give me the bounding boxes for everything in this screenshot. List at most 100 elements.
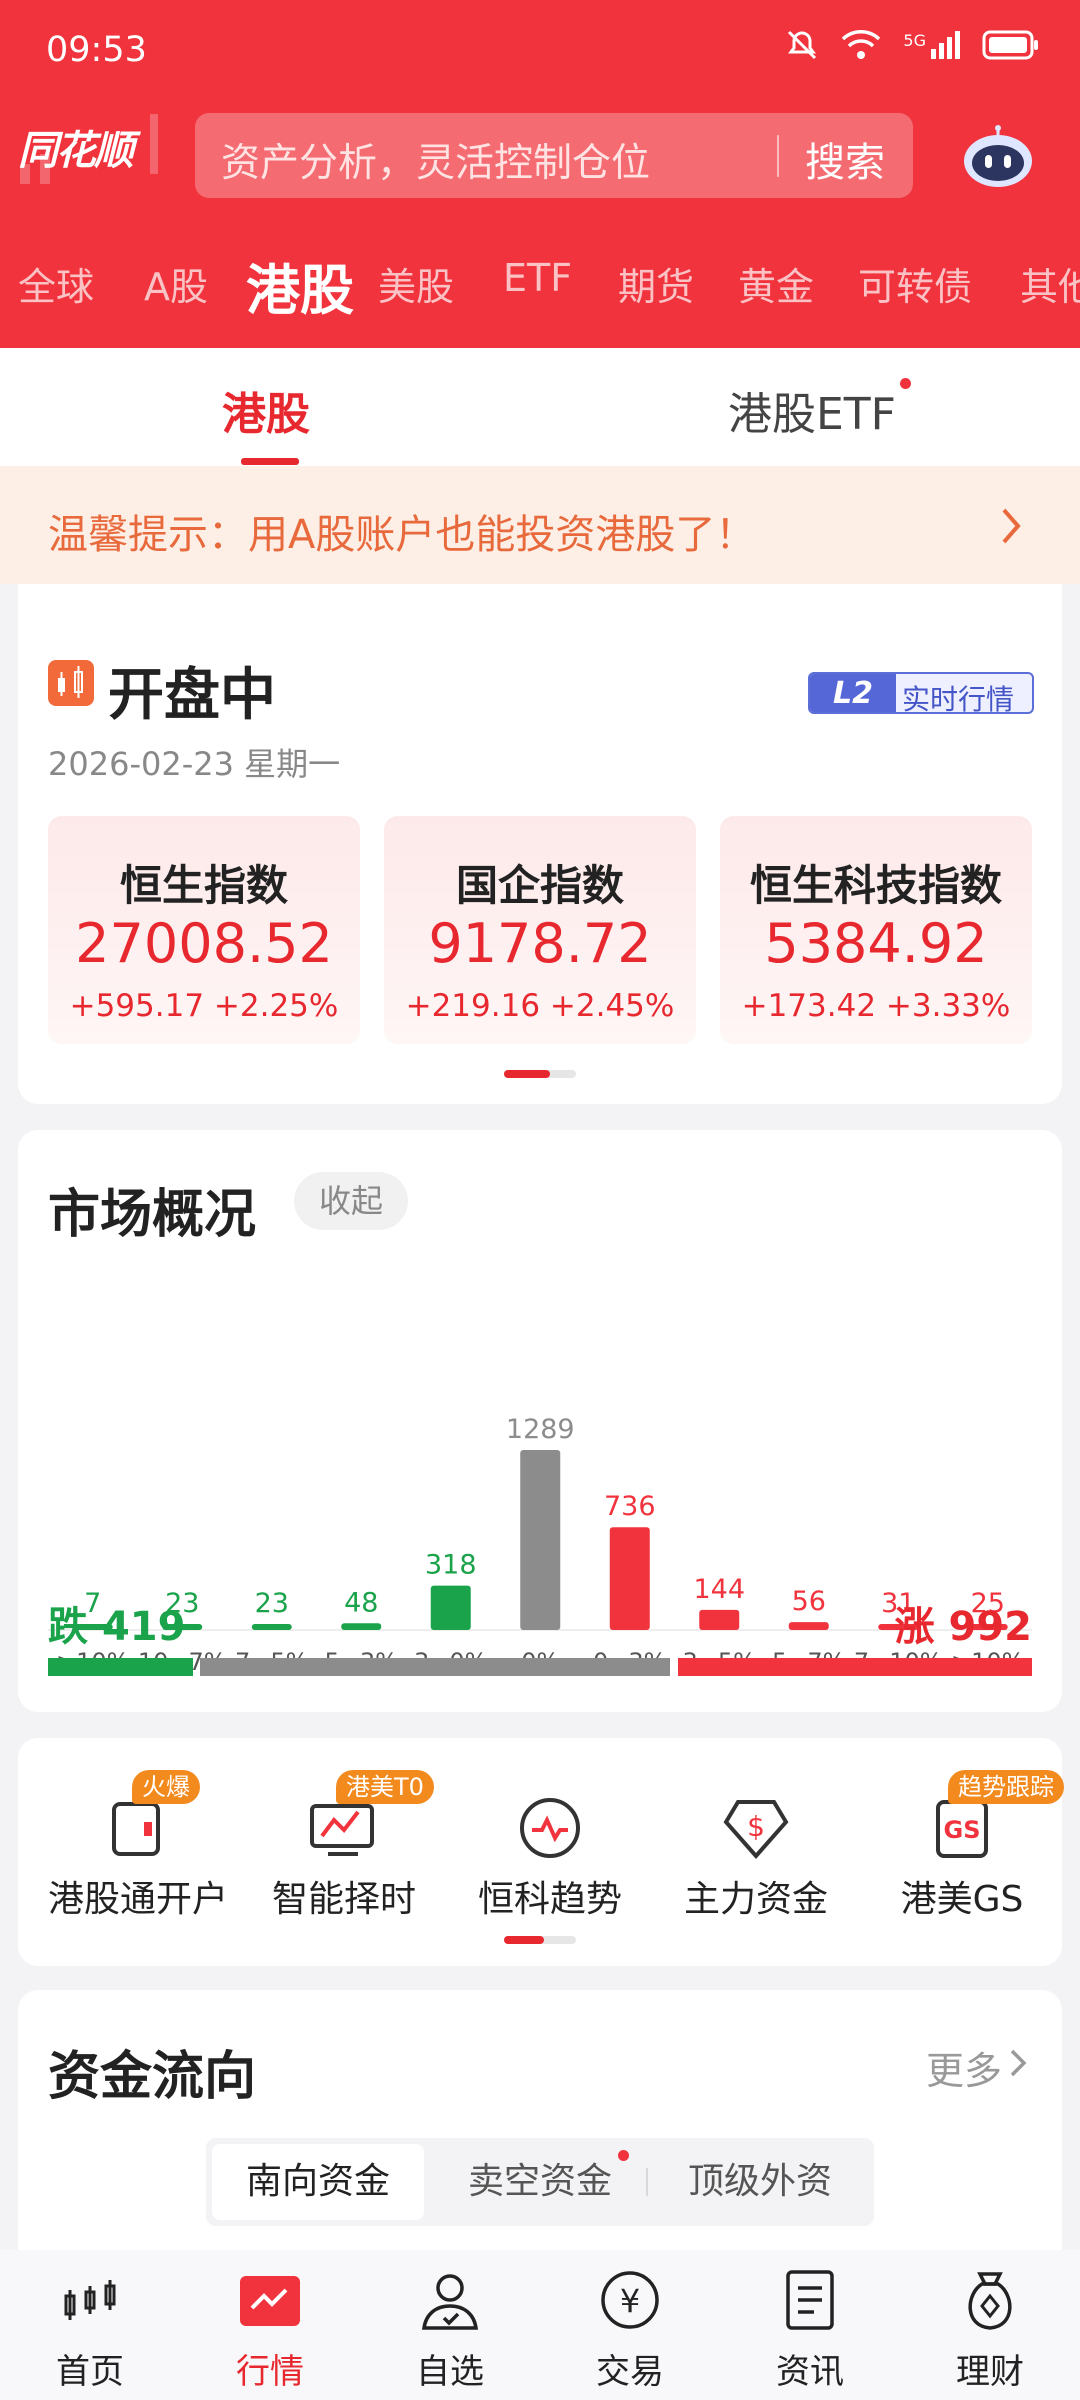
nav-label: 交易 <box>596 2352 664 2392</box>
rise-count: 992 <box>948 1604 1033 1650</box>
tool-label: 港美GS <box>900 1879 1024 1920</box>
tool-hstech-trend[interactable]: 恒科趋势 <box>446 1770 654 1930</box>
market-status: 开盘中 <box>108 663 276 728</box>
new-dot <box>900 378 911 389</box>
tool-main-capital[interactable]: $ 主力资金 <box>652 1770 860 1930</box>
wifi-icon <box>842 30 881 59</box>
index-change: +595.17 +2.25% <box>69 988 339 1024</box>
app-header: 09:53 5G 同花顺 资产分析，灵活控制仓位 搜索 全球 A股 港股 美股 … <box>0 0 1080 348</box>
tools-card: 火爆 港股通开户 港美T0 智能择时 恒科趋势 $ 主力资金 GS 趋势跟踪 港… <box>18 1738 1064 1966</box>
rise-fall-ratio-bar <box>48 1658 1032 1676</box>
flat-segment <box>200 1658 670 1676</box>
nav-label: 资讯 <box>776 2352 844 2392</box>
index-name: 恒生指数 <box>119 861 288 910</box>
tab-us-stock[interactable]: 美股 <box>378 265 455 309</box>
overview-title: 市场概况 <box>48 1185 257 1245</box>
subtab-active-indicator <box>241 458 299 465</box>
tool-label: 主力资金 <box>683 1879 828 1920</box>
segment-top-foreign[interactable]: 顶级外资 <box>687 2161 832 2202</box>
index-change: +219.16 +2.45% <box>405 988 675 1024</box>
chart-bar <box>341 1623 382 1630</box>
trend-icon <box>520 1798 580 1858</box>
watchlist-icon <box>421 2274 479 2330</box>
tab-global[interactable]: 全球 <box>18 265 95 309</box>
logo-decoration-icon <box>20 114 158 184</box>
chart-bar <box>430 1585 471 1630</box>
segment-southbound[interactable]: 南向资金 <box>212 2144 424 2220</box>
fall-count: 419 <box>101 1604 186 1650</box>
index-card-hsi[interactable]: 恒生指数 27008.52 +595.17 +2.25% <box>48 816 360 1044</box>
nav-watchlist[interactable]: 自选 <box>380 2266 520 2396</box>
index-name: 恒生科技指数 <box>749 861 1002 910</box>
fall-summary: 跌 419 <box>48 1594 185 1652</box>
l2-label: L2 <box>810 674 896 712</box>
chart-bar <box>878 1624 919 1630</box>
assistant-robot-icon[interactable] <box>960 125 1036 189</box>
tab-gold[interactable]: 黄金 <box>738 265 815 309</box>
tool-hk-us-gs[interactable]: GS 趋势跟踪 港美GS <box>858 1770 1066 1930</box>
smart-timing-icon <box>310 1804 374 1856</box>
nav-home[interactable]: 首页 <box>20 2266 160 2396</box>
chart-value-label: 23 <box>165 1588 199 1619</box>
tab-a-share[interactable]: A股 <box>144 265 208 309</box>
tool-label: 恒科趋势 <box>477 1879 622 1920</box>
chart-bar <box>967 1624 1008 1630</box>
nav-trade[interactable]: ¥ 交易 <box>560 2266 700 2396</box>
status-time: 09:53 <box>46 30 147 70</box>
app-logo[interactable]: 同花顺 <box>18 128 134 174</box>
fund-flow-segment: 南向资金 卖空资金 顶级外资 <box>206 2138 874 2226</box>
segment-short-selling[interactable]: 卖空资金 <box>467 2161 612 2202</box>
l2-realtime-badge[interactable]: L2 实时行情 <box>808 672 1034 714</box>
nav-label: 首页 <box>56 2352 124 2392</box>
subtab-hk-etf[interactable]: 港股ETF <box>728 389 896 440</box>
signal-icon: 5G <box>903 31 960 59</box>
chart-bar <box>162 1624 203 1630</box>
index-name: 国企指数 <box>455 861 624 910</box>
tab-hk-stock[interactable]: 港股 <box>246 259 354 322</box>
market-icon <box>240 2276 300 2326</box>
tab-other[interactable]: 其他 <box>1020 265 1080 309</box>
nav-wealth[interactable]: 理财 <box>920 2266 1060 2396</box>
chart-value-label: 7 <box>84 1588 101 1619</box>
index-pager <box>504 1070 576 1078</box>
chevron-right-icon <box>1010 2049 1027 2077</box>
index-card-hscei[interactable]: 国企指数 9178.72 +219.16 +2.45% <box>384 816 696 1044</box>
market-date: 2026-02-23 星期一 <box>48 745 341 783</box>
gs-icon: GS <box>936 1800 988 1858</box>
tab-futures[interactable]: 期货 <box>618 265 695 309</box>
candlestick-icon <box>48 660 94 706</box>
chevron-right-icon <box>1002 508 1021 544</box>
nav-market[interactable]: 行情 <box>200 2266 340 2396</box>
notice-banner[interactable]: 温馨提示：用A股账户也能投资港股了！ <box>0 466 1080 584</box>
tool-smart-timing[interactable]: 港美T0 智能择时 <box>240 1770 448 1930</box>
more-link[interactable]: 更多 <box>925 2049 1002 2093</box>
realtime-label: 实时行情 <box>902 683 1015 714</box>
market-tabs: 全球 A股 港股 美股 ETF 期货 黄金 可转债 其他 <box>0 248 1080 328</box>
chart-bar <box>251 1624 292 1630</box>
battery-icon <box>982 30 1038 60</box>
fall-segment <box>48 1658 193 1676</box>
search-button[interactable]: 搜索 <box>805 140 885 186</box>
search-placeholder[interactable]: 资产分析，灵活控制仓位 <box>221 141 651 186</box>
tab-convertible-bond[interactable]: 可转债 <box>858 265 973 309</box>
rise-summary: 涨 992 <box>895 1594 1032 1652</box>
search-bar[interactable]: 资产分析，灵活控制仓位 搜索 <box>195 113 913 198</box>
tool-label: 港股通开户 <box>47 1879 228 1920</box>
rise-segment <box>678 1658 1032 1676</box>
tool-hk-connect-account[interactable]: 火爆 港股通开户 <box>34 1770 242 1930</box>
sub-tabs: 港股 港股ETF <box>0 348 1080 466</box>
trade-icon: ¥ <box>601 2271 659 2329</box>
chart-value-label: 736 <box>604 1491 656 1522</box>
subtab-hk-stock[interactable]: 港股 <box>222 389 310 440</box>
index-change: +173.42 +3.33% <box>741 988 1011 1024</box>
nav-news[interactable]: 资讯 <box>740 2266 880 2396</box>
fund-flow-title: 资金流向 <box>48 2047 257 2107</box>
index-card-hstech[interactable]: 恒生科技指数 5384.92 +173.42 +3.33% <box>720 816 1032 1044</box>
collapse-button[interactable]: 收起 <box>294 1172 408 1230</box>
chart-value-label: 318 <box>425 1550 477 1581</box>
tab-etf[interactable]: ETF <box>503 256 573 300</box>
account-open-icon <box>112 1802 160 1856</box>
tool-label: 智能择时 <box>271 1879 416 1920</box>
tools-pager <box>504 1936 576 1944</box>
chart-bar <box>520 1450 561 1630</box>
